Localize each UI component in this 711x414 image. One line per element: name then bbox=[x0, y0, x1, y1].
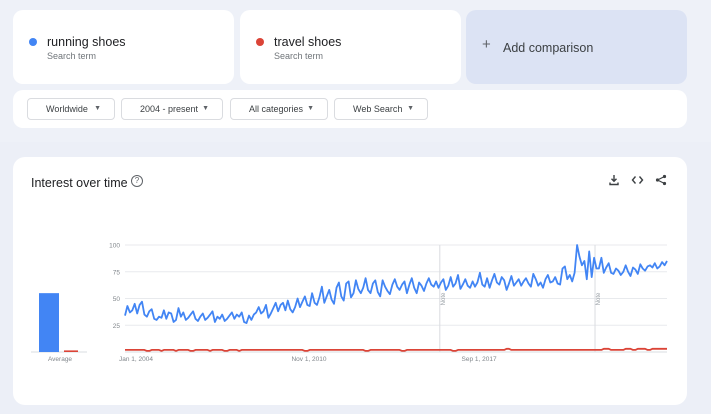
category-select-value: All categories bbox=[249, 104, 304, 114]
y-tick-label: 50 bbox=[113, 296, 121, 303]
series-color-dot bbox=[256, 38, 264, 46]
caret-down-icon: ▼ bbox=[407, 105, 414, 112]
add-comparison-button[interactable]: + Add comparison bbox=[466, 10, 687, 84]
interest-over-time-panel: Interest over time ? 100 75 50 25 Note Note Ja… bbox=[13, 157, 687, 405]
term-name[interactable]: running shoes bbox=[47, 35, 126, 49]
time-range-select[interactable]: 2004 - present ▼ bbox=[121, 98, 223, 120]
search-type-select[interactable]: Web Search ▼ bbox=[334, 98, 428, 120]
y-tick-label: 100 bbox=[109, 243, 120, 250]
caret-down-icon: ▼ bbox=[202, 105, 209, 112]
term-name[interactable]: travel shoes bbox=[274, 35, 342, 49]
embed-icon[interactable] bbox=[629, 172, 645, 190]
term-card-travel-shoes[interactable]: travel shoes Search term bbox=[240, 10, 461, 84]
search-type-select-value: Web Search bbox=[353, 104, 403, 114]
term-card-running-shoes[interactable]: running shoes Search term bbox=[13, 10, 234, 84]
average-bar-running-shoes bbox=[39, 293, 59, 352]
caret-down-icon: ▼ bbox=[94, 105, 101, 112]
term-type-label: Search term bbox=[274, 51, 324, 61]
y-tick-label: 75 bbox=[113, 269, 121, 276]
category-select[interactable]: All categories ▼ bbox=[230, 98, 328, 120]
series-color-dot bbox=[29, 38, 37, 46]
series-line-running-shoes bbox=[124, 244, 668, 325]
x-tick-label: Nov 1, 2010 bbox=[291, 356, 326, 363]
x-tick-label: Sep 1, 2017 bbox=[462, 356, 497, 363]
caret-down-icon: ▼ bbox=[307, 105, 314, 112]
share-icon[interactable] bbox=[653, 172, 669, 190]
annotation-label: Note bbox=[441, 292, 447, 305]
region-select[interactable]: Worldwide ▼ bbox=[27, 98, 115, 120]
x-tick-label: Jan 1, 2004 bbox=[119, 356, 153, 363]
download-icon[interactable] bbox=[606, 172, 622, 190]
filter-bar: Worldwide ▼ 2004 - present ▼ All categor… bbox=[13, 90, 687, 128]
plus-icon: + bbox=[482, 36, 491, 53]
annotation-label: Note bbox=[596, 292, 602, 305]
y-tick-label: 25 bbox=[113, 323, 121, 330]
average-label: Average bbox=[48, 356, 72, 363]
help-icon[interactable]: ? bbox=[131, 175, 143, 187]
add-comparison-label: Add comparison bbox=[503, 41, 594, 55]
term-type-label: Search term bbox=[47, 51, 97, 61]
interest-chart: 100 75 50 25 Note Note Jan 1, 2004 Nov 1, 2010 S… bbox=[31, 243, 668, 363]
region-select-value: Worldwide bbox=[46, 104, 88, 114]
time-range-select-value: 2004 - present bbox=[140, 104, 199, 114]
panel-title: Interest over time bbox=[31, 176, 128, 190]
series-line-travel-shoes bbox=[125, 347, 667, 352]
average-bar-travel-shoes bbox=[64, 350, 78, 352]
